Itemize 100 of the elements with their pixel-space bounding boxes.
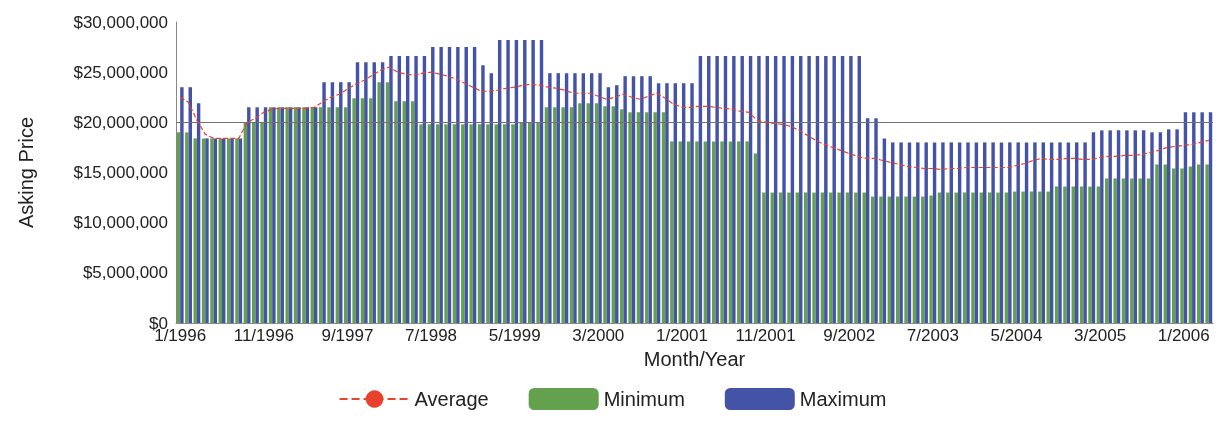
x-tick-label: 3/2000 [572,326,625,345]
x-tick-label: 5/2004 [990,326,1043,345]
y-axis-title: Asking Price [15,116,37,229]
bar [506,40,510,323]
bar [327,107,331,323]
legend-label: Minimum [603,388,685,410]
bar [1205,164,1209,323]
bar [991,142,995,323]
bar [757,56,761,323]
bar [180,87,184,323]
bar [210,138,214,323]
bar [1108,130,1112,323]
bar [548,73,552,323]
bar [603,106,607,323]
bar [740,56,744,323]
bar [1138,178,1142,323]
y-tick-label: $5,000,000 [82,263,168,283]
bar [389,56,393,323]
bar [924,142,928,323]
bar [628,112,632,323]
x-tick-label: 3/2005 [1074,326,1127,345]
bar [297,107,301,323]
bar [745,141,749,323]
bar [369,98,373,323]
bar [339,82,343,323]
bar [807,56,811,323]
bar [1058,142,1062,323]
bar [1200,112,1204,323]
x-tick-label: 11/2001 [735,326,796,345]
bar [645,112,649,323]
bar [598,73,602,323]
bar [302,107,306,323]
bar [996,192,1000,323]
bar [854,192,858,323]
y-tick-label: $10,000,000 [73,213,168,233]
bar [929,195,933,323]
bar [235,138,239,323]
bar [481,65,485,323]
x-tick-label: 1/2006 [1157,326,1210,345]
bar [849,56,853,323]
bar [966,142,970,323]
bar [285,107,289,323]
bar [193,138,197,323]
x-tick-label: 7/2003 [906,326,959,345]
bar [837,192,841,323]
bar [1150,132,1154,323]
bar [352,98,356,323]
bar [1016,142,1020,323]
bar [1155,164,1159,323]
bar [1038,191,1042,323]
bar [536,122,540,323]
bar [879,196,883,323]
bar [720,141,724,323]
bar [782,56,786,323]
bar [1130,178,1134,323]
bar [1021,191,1025,323]
legend-label: Maximum [799,388,887,410]
bar [665,83,669,323]
bar [456,47,460,323]
bar [461,124,465,323]
bar [322,82,326,323]
bar [670,141,674,323]
bar [695,141,699,323]
bar [653,112,657,323]
bar [230,138,234,323]
bar [511,124,515,323]
x-tick-label: 5/1999 [488,326,541,345]
bar [1083,142,1087,323]
bar [1180,168,1184,323]
x-tick-label: 7/1998 [405,326,458,345]
bar [946,192,950,323]
bar [444,124,448,323]
bar [1100,130,1104,323]
bar [260,122,264,323]
legend-label: Average [414,388,489,410]
bar [394,101,398,323]
bar [486,124,490,323]
line-series [179,66,1210,171]
bar [690,83,694,323]
x-tick-label: 9/2002 [823,326,876,345]
bar [640,76,644,323]
bar [1125,130,1129,323]
bar [469,124,473,323]
bar [347,82,351,323]
y-tick-label: $30,000,000 [73,12,168,32]
y-tick-label: $25,000,000 [73,62,168,82]
bar [874,118,878,323]
bar [623,76,627,323]
bar [904,196,908,323]
bar [553,107,557,323]
bar [561,107,565,323]
x-tick-label: 9/1997 [321,326,374,345]
bar [185,132,189,323]
bar [787,192,791,323]
bar [578,103,582,323]
bar [762,192,766,323]
bar [715,56,719,323]
bar [414,56,418,323]
bar [1063,186,1067,323]
bar [916,142,920,323]
